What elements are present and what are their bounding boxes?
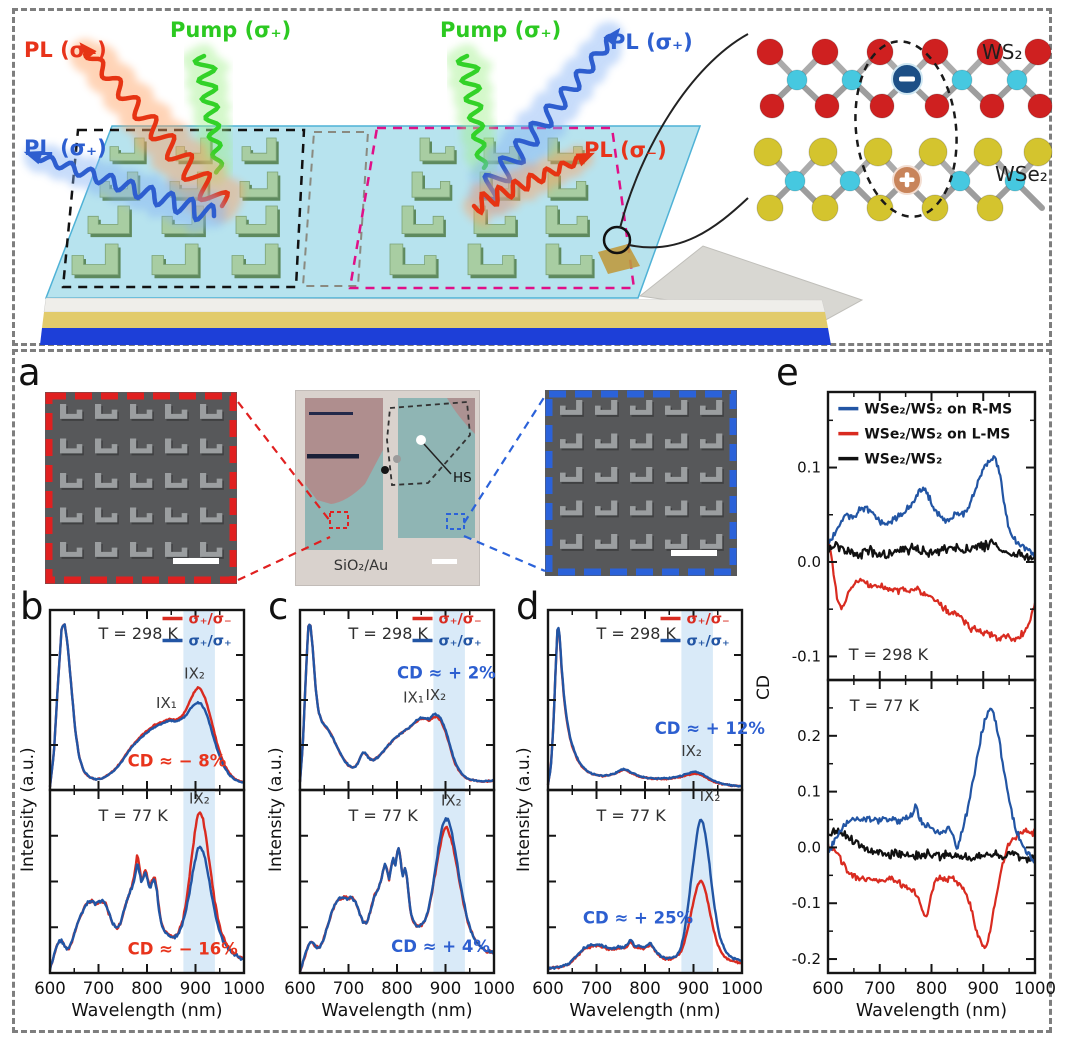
svg-text:900: 900: [180, 979, 212, 998]
pump-label-right: Pump (σ₊): [440, 18, 562, 42]
svg-text:IX₂: IX₂: [425, 686, 446, 704]
svg-text:CD ≈ − 8%: CD ≈ − 8%: [128, 752, 227, 771]
svg-text:CD ≈ + 25%: CD ≈ + 25%: [583, 909, 694, 928]
marker-dot-gray: [393, 455, 401, 463]
svg-text:600: 600: [34, 979, 66, 998]
svg-text:800: 800: [916, 979, 948, 998]
svg-text:Wavelength (nm): Wavelength (nm): [321, 1001, 472, 1021]
svg-text:T = 298 K: T = 298 K: [848, 645, 929, 664]
svg-text:WSe₂/WS₂ on L-MS: WSe₂/WS₂ on L-MS: [864, 427, 1010, 443]
svg-text:CD ≈ + 2%: CD ≈ + 2%: [397, 663, 496, 682]
svg-text:T = 77 K: T = 77 K: [348, 806, 419, 825]
svg-text:IX₁: IX₁: [403, 689, 424, 707]
pl-sigma-minus-label-left: PL (σ₋): [24, 38, 107, 62]
pl-sigma-plus-label-left: PL (σ₊): [24, 136, 107, 160]
svg-text:CD ≈ + 4%: CD ≈ + 4%: [391, 937, 490, 956]
svg-text:700: 700: [333, 979, 365, 998]
svg-text:WSe₂/WS₂ on R-MS: WSe₂/WS₂ on R-MS: [864, 402, 1012, 418]
svg-text:T = 77 K: T = 77 K: [849, 696, 920, 715]
svg-text:σ₊/σ₊: σ₊/σ₊: [439, 634, 482, 650]
svg-text:0.1: 0.1: [797, 783, 821, 801]
svg-text:-0.1: -0.1: [792, 647, 821, 665]
svg-text:σ₊/σ₊: σ₊/σ₊: [687, 634, 730, 650]
svg-text:IX₂: IX₂: [184, 664, 205, 682]
svg-text:σ₊/σ₋: σ₊/σ₋: [687, 612, 730, 628]
svg-text:600: 600: [284, 979, 316, 998]
svg-text:-0.2: -0.2: [792, 950, 821, 968]
wse2-label: WSe₂: [995, 162, 1048, 186]
heterostructure-outline: [386, 401, 471, 486]
scale-bar: [432, 559, 457, 564]
svg-text:900: 900: [430, 979, 462, 998]
svg-text:WSe₂/WS₂: WSe₂/WS₂: [864, 452, 942, 468]
cd-spectra-panel-e: 0.1 0.0 -0.1 T = 298 K WSe₂/WS₂ on R-MS WSe₂/…: [792, 390, 1056, 1021]
svg-text:IX₁: IX₁: [156, 694, 177, 712]
intensity-axis-label-b: Intensity (a.u.): [18, 747, 38, 872]
panel-label-c: c: [268, 585, 289, 628]
svg-text:T = 298 K: T = 298 K: [596, 624, 677, 643]
svg-text:T = 77 K: T = 77 K: [596, 806, 667, 825]
svg-text:-0.1: -0.1: [792, 894, 821, 912]
svg-text:0.0: 0.0: [797, 838, 821, 856]
pl-spectra-panel-d: T = 298 K CD ≈ + 12% IX₂ σ₊/σ₋ σ₊/σ₊ 600 700 80…: [532, 608, 766, 1021]
marker-dot-white: [416, 435, 426, 445]
svg-text:900: 900: [678, 979, 710, 998]
flake-streak-1: [309, 412, 353, 415]
pl-sigma-minus-label-right: PL (σ₋): [584, 138, 667, 162]
ws2-label: WS₂: [982, 40, 1023, 64]
svg-text:800: 800: [629, 979, 661, 998]
cd-axis-label: CD: [754, 675, 774, 700]
pump-label-left: Pump (σ₊): [170, 18, 292, 42]
svg-text:CD ≈ + 12%: CD ≈ + 12%: [655, 719, 766, 738]
sem-image-left-ms: [45, 392, 237, 588]
svg-text:Wavelength (nm): Wavelength (nm): [71, 1001, 222, 1021]
svg-text:700: 700: [83, 979, 115, 998]
pl-spectra-panel-b: T = 298 K CD ≈ − 8% IX₁ IX₂ σ₊/σ₋ σ₊/σ₊ 600 700…: [34, 608, 265, 1021]
top-panel-border: [12, 8, 1052, 346]
intensity-axis-label-c: Intensity (a.u.): [266, 747, 286, 872]
svg-text:700: 700: [581, 979, 613, 998]
svg-text:600: 600: [532, 979, 564, 998]
svg-text:1000: 1000: [1014, 979, 1056, 998]
svg-text:0.1: 0.1: [797, 459, 821, 477]
panel-label-d: d: [516, 585, 540, 628]
svg-text:σ₊/σ₋: σ₊/σ₋: [439, 612, 482, 628]
marker-dot-black: [381, 466, 389, 474]
intensity-axis-label-d: Intensity (a.u.): [514, 747, 534, 872]
svg-text:IX₂: IX₂: [681, 742, 702, 760]
svg-text:800: 800: [381, 979, 413, 998]
svg-text:IX₂: IX₂: [441, 792, 462, 810]
svg-text:Wavelength (nm): Wavelength (nm): [856, 1001, 1007, 1021]
svg-text:0.0: 0.0: [797, 553, 821, 571]
svg-text:IX₂: IX₂: [700, 787, 721, 805]
svg-text:T = 77 K: T = 77 K: [98, 806, 169, 825]
hs-label: HS: [453, 470, 472, 486]
svg-text:600: 600: [812, 979, 844, 998]
svg-text:1000: 1000: [223, 979, 265, 998]
svg-text:T = 298 K: T = 298 K: [98, 624, 179, 643]
optical-microscope-image: HS SiO₂/Au: [295, 390, 480, 586]
panel-label-b: b: [20, 585, 44, 628]
sem-image-right-ms: [545, 390, 737, 580]
flake-streak-2: [307, 454, 359, 459]
substrate-label: SiO₂/Au: [334, 558, 388, 574]
svg-text:700: 700: [864, 979, 896, 998]
panel-label-a: a: [18, 351, 41, 394]
svg-text:900: 900: [968, 979, 1000, 998]
svg-text:Wavelength (nm): Wavelength (nm): [569, 1001, 720, 1021]
svg-text:800: 800: [131, 979, 163, 998]
svg-text:1000: 1000: [721, 979, 763, 998]
pl-sigma-plus-label-right: PL (σ₊): [610, 30, 693, 54]
svg-text:σ₊/σ₋: σ₊/σ₋: [189, 612, 232, 628]
svg-text:IX₂: IX₂: [189, 790, 210, 808]
svg-text:T = 298 K: T = 298 K: [348, 624, 429, 643]
svg-text:σ₊/σ₊: σ₊/σ₊: [189, 634, 232, 650]
hs-pointer-line: [423, 443, 452, 475]
svg-text:CD ≈ − 16%: CD ≈ − 16%: [128, 940, 239, 959]
svg-text:0.2: 0.2: [797, 727, 821, 745]
panel-label-e: e: [776, 351, 799, 394]
svg-text:1000: 1000: [473, 979, 515, 998]
